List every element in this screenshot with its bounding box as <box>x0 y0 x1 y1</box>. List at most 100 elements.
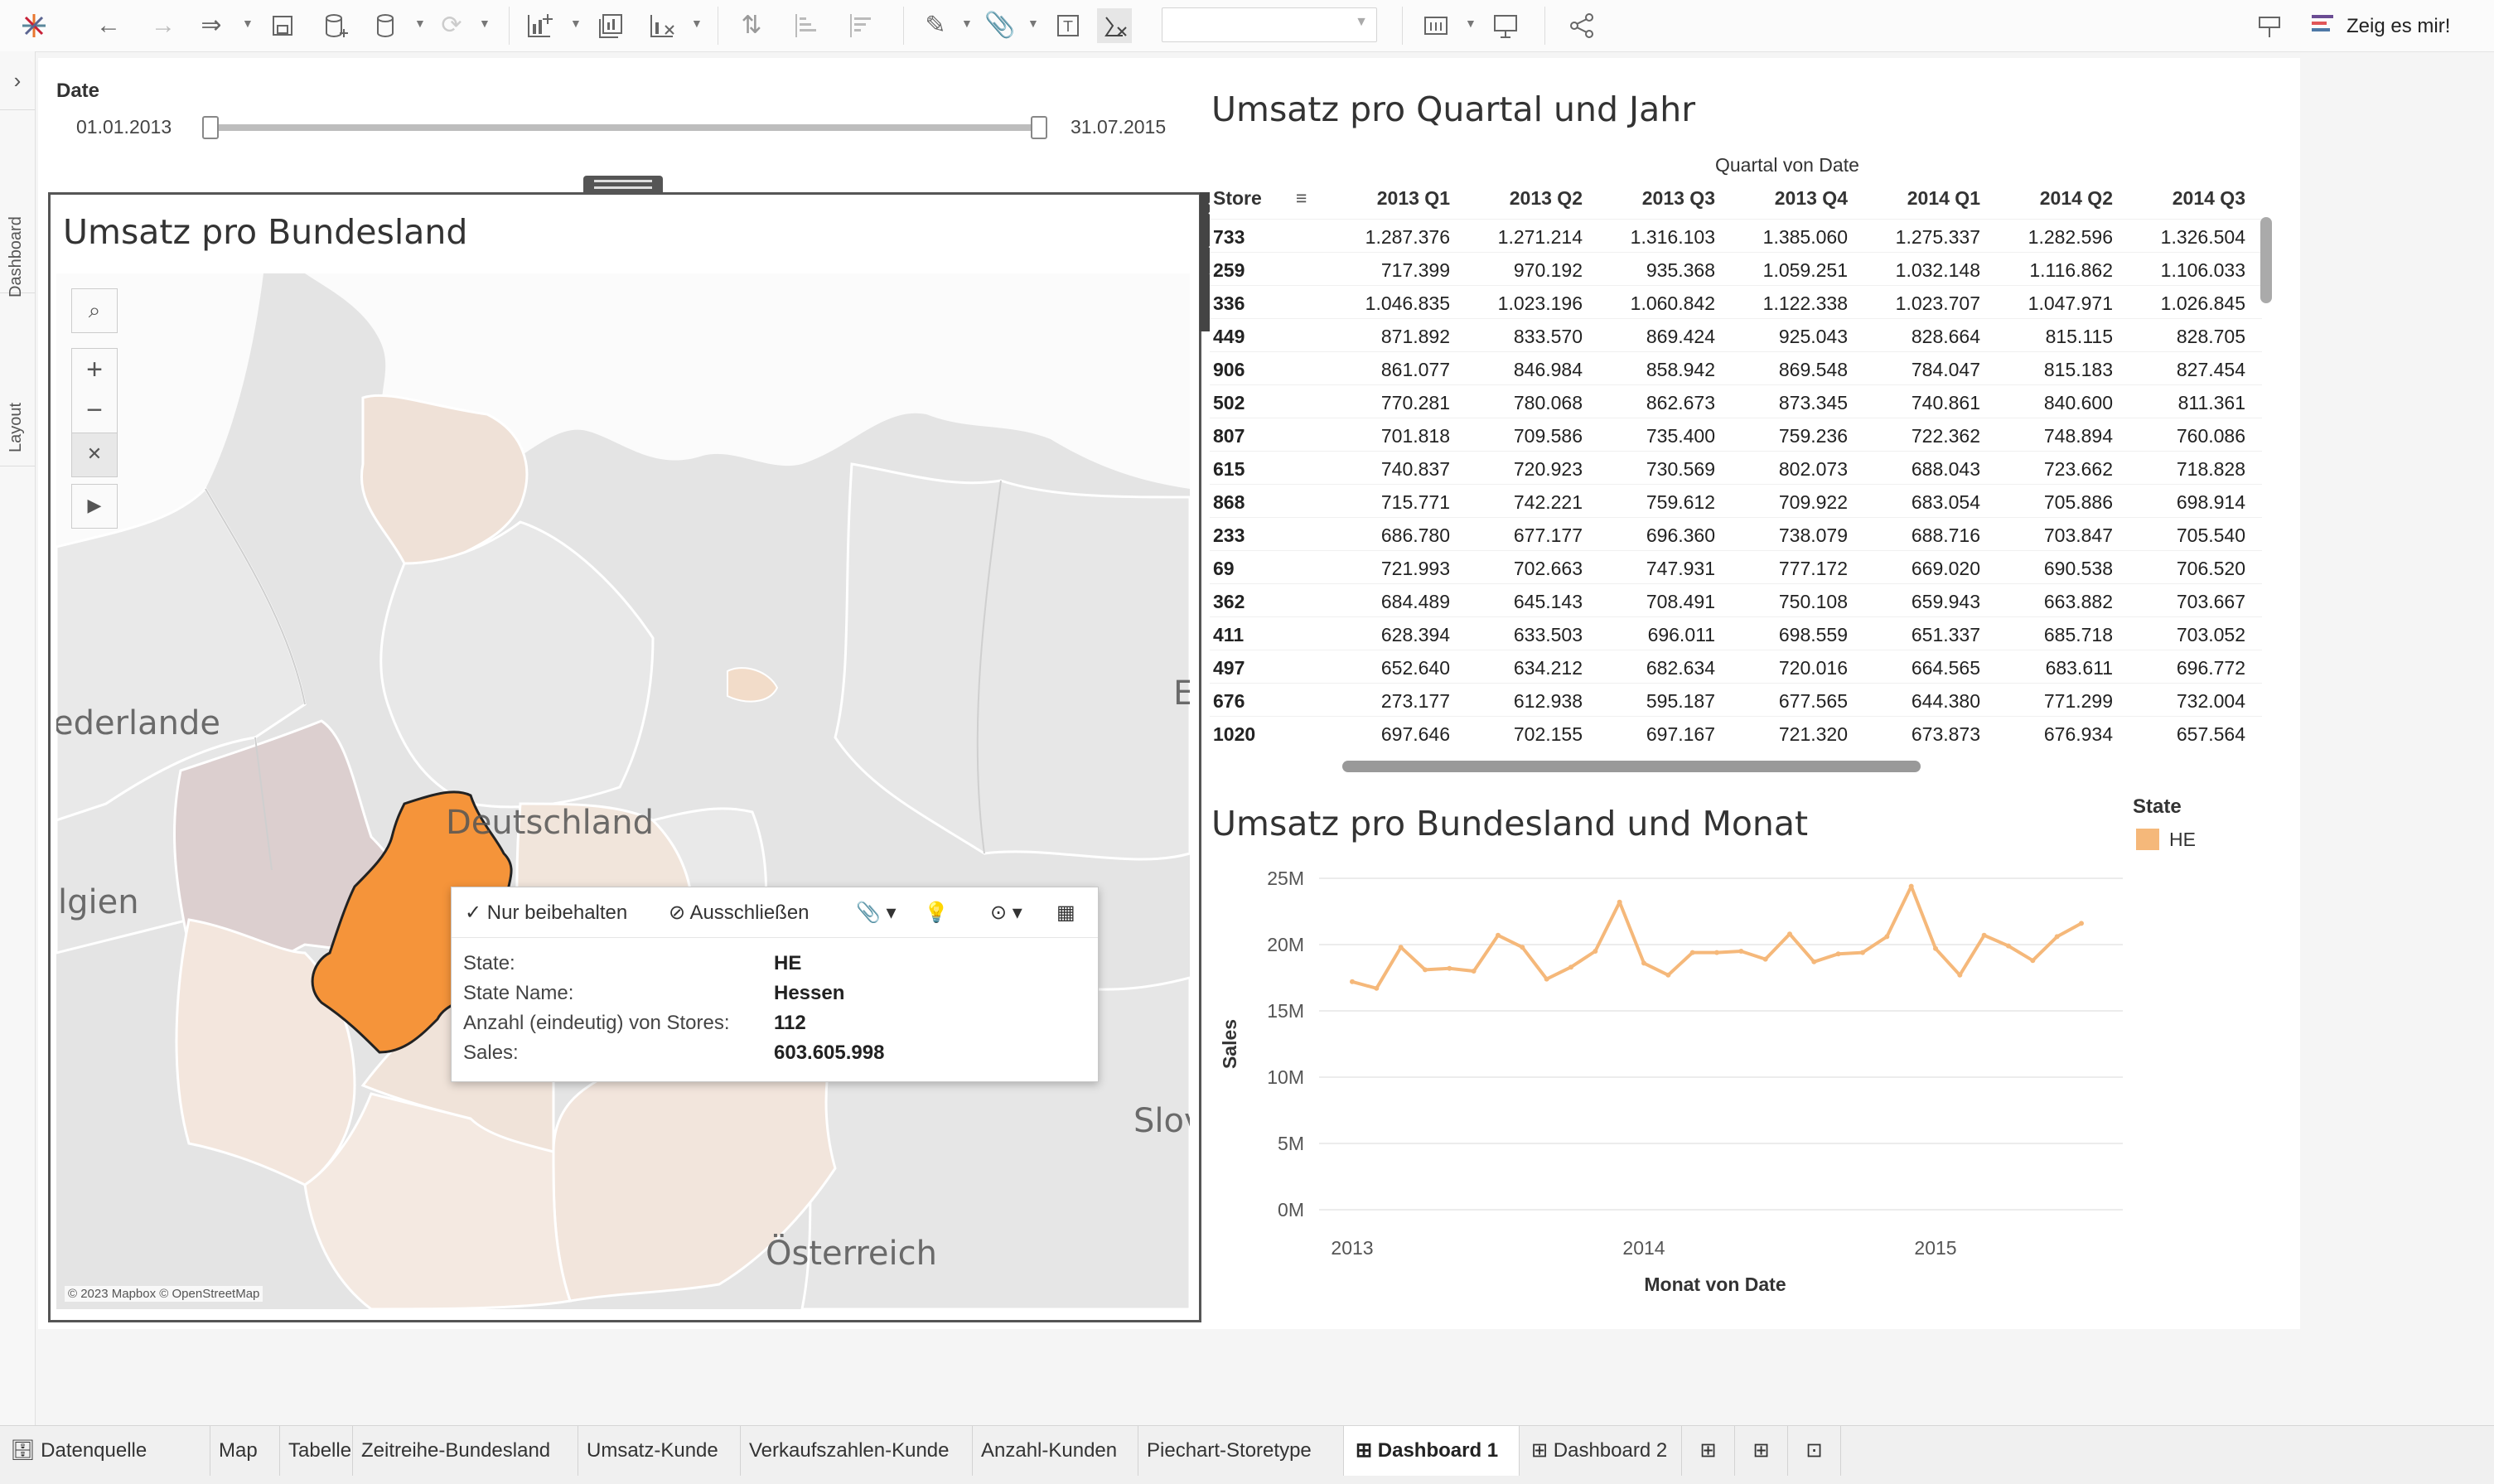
data-point[interactable] <box>1884 934 1890 940</box>
swap-rows-columns-icon[interactable]: ⇅ <box>741 12 762 39</box>
row-header-store[interactable]: Store <box>1213 187 1262 209</box>
data-point[interactable] <box>1738 949 1744 954</box>
date-filter-start[interactable]: 01.01.2013 <box>76 116 172 138</box>
presentation-mode-icon[interactable] <box>1488 8 1523 43</box>
new-worksheet-icon[interactable] <box>522 8 557 43</box>
clear-pinned-icon[interactable] <box>1097 8 1132 43</box>
series-line-he[interactable] <box>1351 884 2082 990</box>
sort-icon[interactable]: ≡ <box>1296 187 1307 209</box>
reset-map-icon[interactable]: ✕ <box>71 433 118 477</box>
data-point[interactable] <box>1835 951 1841 957</box>
expand-toolbar-icon[interactable]: ▶ <box>71 484 118 529</box>
sheet-tab[interactable]: ⊞ Dashboard 1 <box>1344 1426 1520 1476</box>
keep-only-button[interactable]: ✓ Nur beibehalten <box>465 901 627 925</box>
table-row[interactable]: 233 686.780 677.177 696.360 738.079 688.716 70… <box>1210 517 2262 551</box>
create-set-icon[interactable]: ⊙ ▾ <box>990 902 1022 924</box>
slider-start-handle[interactable] <box>202 116 219 139</box>
chevron-down-icon[interactable]: ▼ <box>1027 17 1039 30</box>
exclude-button[interactable]: ⊘ Ausschließen <box>669 901 810 925</box>
save-icon[interactable] <box>265 8 300 43</box>
chevron-down-icon[interactable]: ▼ <box>414 17 426 30</box>
date-filter-end[interactable]: 31.07.2015 <box>1071 116 1167 138</box>
data-point[interactable] <box>1423 967 1428 973</box>
data-point[interactable] <box>2079 921 2084 926</box>
new-data-source-icon[interactable] <box>318 8 353 43</box>
column-header[interactable]: 2014 Q3 <box>2172 187 2245 209</box>
data-point[interactable] <box>1447 965 1452 971</box>
table-row[interactable]: 449 871.892 833.570 869.424 925.043 828.664 81… <box>1210 318 2262 352</box>
table-row[interactable]: 411 628.394 633.503 696.011 698.559 651.337 68… <box>1210 616 2262 650</box>
fit-select[interactable]: ▼ <box>1162 7 1377 42</box>
sheet-tab[interactable]: Zeitreihe-Bundesland <box>353 1426 578 1476</box>
new-story-tab-icon[interactable]: ⊡ <box>1788 1426 1841 1476</box>
column-header[interactable]: 2014 Q2 <box>2039 187 2113 209</box>
data-point[interactable] <box>1374 985 1380 991</box>
new-worksheet-tab-icon[interactable]: ⊞ <box>1682 1426 1735 1476</box>
table-row[interactable]: 502 770.281 780.068 862.673 873.345 740.861 84… <box>1210 384 2262 418</box>
table-row[interactable]: 497 652.640 634.212 682.634 720.016 664.565 68… <box>1210 650 2262 684</box>
sheet-tab[interactable]: Umsatz-Kunde <box>578 1426 741 1476</box>
redirect-icon[interactable]: ⇒ <box>201 12 222 39</box>
slider-end-handle[interactable] <box>1031 116 1047 139</box>
move-handle[interactable] <box>583 176 663 192</box>
tooltip-settings-icon[interactable] <box>2252 8 2287 43</box>
table-row[interactable]: 807 701.818 709.586 735.400 759.236 722.362 74… <box>1210 418 2262 452</box>
pause-data-icon[interactable] <box>370 8 404 43</box>
data-point[interactable] <box>1787 931 1792 937</box>
data-point[interactable] <box>1981 932 1987 938</box>
data-point[interactable] <box>1520 945 1525 950</box>
share-icon[interactable] <box>1564 8 1599 43</box>
column-header[interactable]: 2013 Q4 <box>1774 187 1848 209</box>
chevron-down-icon[interactable]: ▼ <box>961 17 973 30</box>
clear-sheet-icon[interactable] <box>645 8 679 43</box>
column-header[interactable]: 2013 Q1 <box>1376 187 1450 209</box>
sort-ascending-icon[interactable] <box>789 8 824 43</box>
data-point[interactable] <box>1544 976 1549 982</box>
column-header[interactable]: 2013 Q3 <box>1641 187 1715 209</box>
chevron-down-icon[interactable]: ▼ <box>242 17 254 30</box>
chevron-down-icon[interactable]: ▼ <box>1465 17 1477 30</box>
data-point[interactable] <box>1714 950 1719 955</box>
sheet-tab[interactable]: Verkaufszahlen-Kunde <box>741 1426 973 1476</box>
table-row[interactable]: 336 1.046.835 1.023.196 1.060.842 1.122.338 1… <box>1210 285 2262 319</box>
highlight-icon[interactable]: ✎ <box>925 12 946 39</box>
sheet-tab[interactable]: Map <box>210 1426 280 1476</box>
table-row[interactable]: 69 721.993 702.663 747.931 777.172 669.020 690… <box>1210 550 2262 584</box>
show-cards-icon[interactable] <box>1419 8 1453 43</box>
data-point[interactable] <box>1665 972 1671 978</box>
data-point[interactable] <box>1908 883 1914 889</box>
crosstab[interactable]: Store ≡ 2013 Q1 2013 Q2 2013 Q3 2013 Q4 2014… <box>1210 149 2279 751</box>
table-row[interactable]: 362 684.489 645.143 708.491 750.108 659.943 66… <box>1210 583 2262 617</box>
sort-descending-icon[interactable] <box>843 8 878 43</box>
chevron-down-icon[interactable]: ▼ <box>479 17 491 30</box>
back-icon[interactable]: ← <box>96 12 121 39</box>
show-labels-icon[interactable]: T <box>1051 8 1085 43</box>
column-header[interactable]: 2013 Q2 <box>1509 187 1583 209</box>
sheet-tab[interactable]: Piechart-Storetype <box>1138 1426 1344 1476</box>
column-header[interactable]: 2014 Q1 <box>1907 187 1980 209</box>
data-point[interactable] <box>2030 958 2036 964</box>
chevron-down-icon[interactable]: ▼ <box>570 17 582 30</box>
data-point[interactable] <box>1957 972 1963 978</box>
show-me-button[interactable]: Zeig es mir! <box>2312 10 2486 43</box>
tab-layout[interactable]: Layout <box>0 292 35 466</box>
legend-label[interactable]: HE <box>2169 829 2196 850</box>
data-point[interactable] <box>2054 934 2060 940</box>
sheet-tab[interactable]: 🗄 Datenquelle <box>0 1426 210 1476</box>
date-range-slider[interactable] <box>209 124 1042 131</box>
data-point[interactable] <box>1398 945 1404 950</box>
map-view[interactable]: ederlande Deutschland lgien Österreich S… <box>56 273 1190 1309</box>
sheet-tab[interactable]: Tabelle <box>280 1426 353 1476</box>
legend-swatch[interactable] <box>2136 829 2159 850</box>
zoom-in-icon[interactable]: + <box>71 348 118 393</box>
data-point[interactable] <box>1593 949 1598 954</box>
lightbulb-icon[interactable]: 💡 <box>924 902 949 924</box>
data-point[interactable] <box>1617 899 1622 905</box>
data-point[interactable] <box>1689 950 1695 955</box>
sheet-tab[interactable]: ⊞ Dashboard 2 <box>1520 1426 1682 1476</box>
data-point[interactable] <box>1471 969 1477 974</box>
data-point[interactable] <box>1860 950 1865 955</box>
view-data-icon[interactable]: ▦ <box>1056 902 1075 924</box>
chevron-down-icon[interactable]: ▼ <box>691 17 703 30</box>
data-point[interactable] <box>1762 956 1768 962</box>
